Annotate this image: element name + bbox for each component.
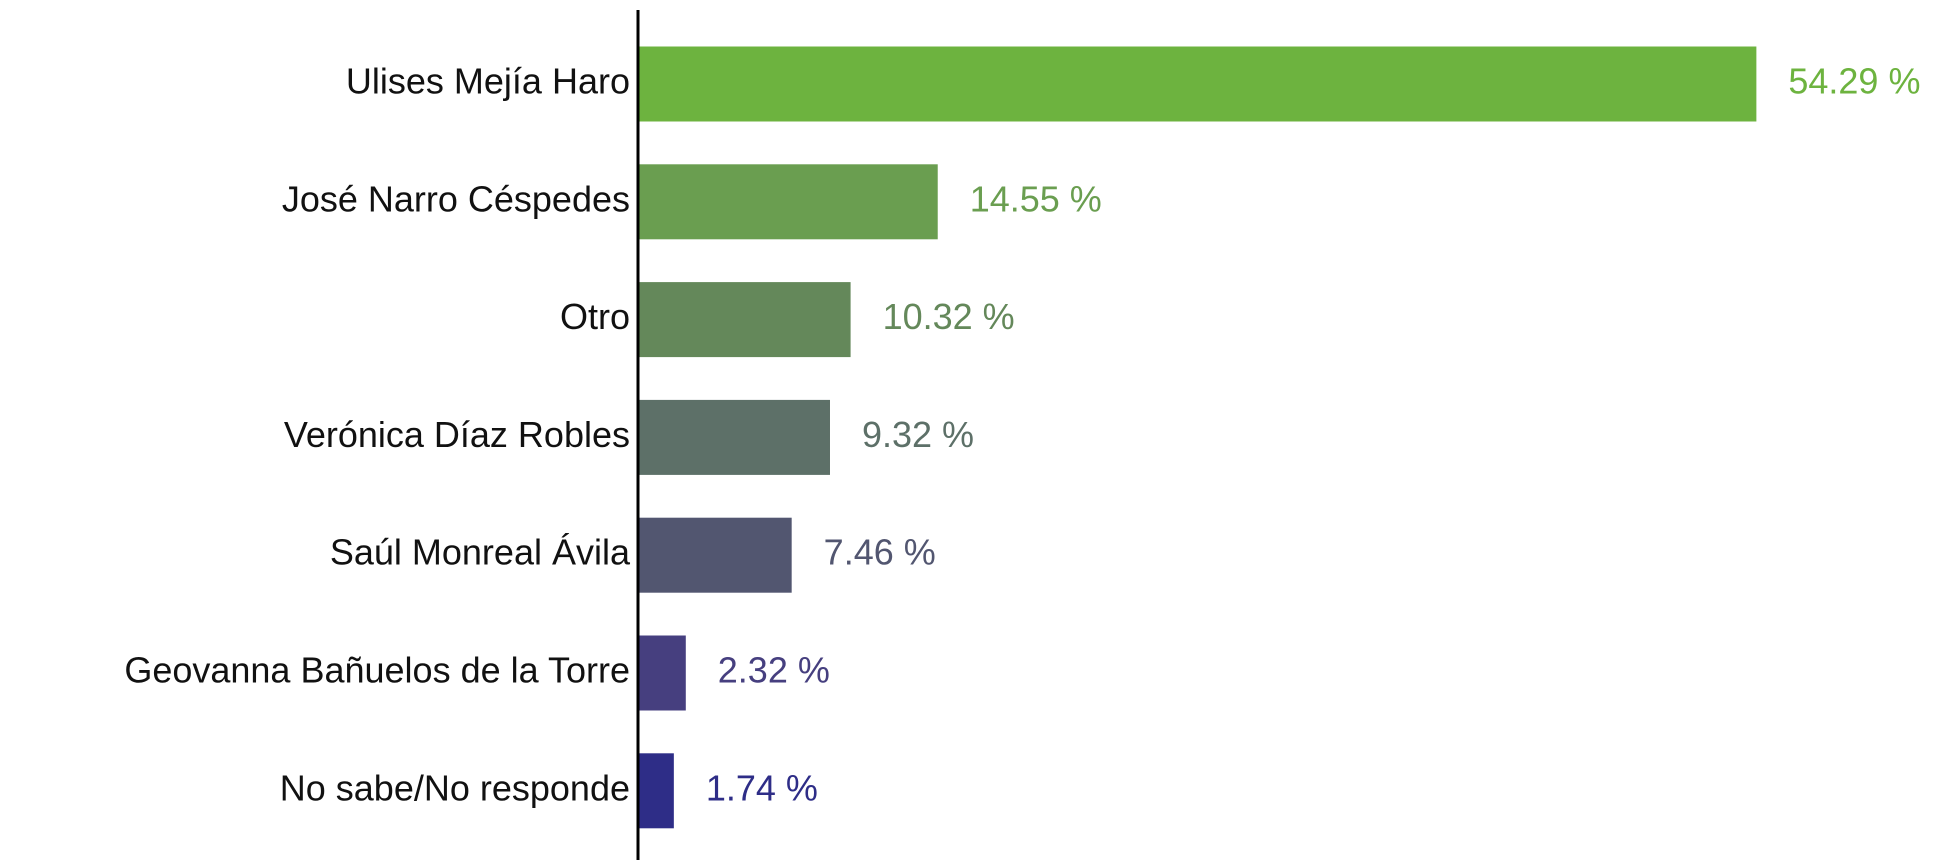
- value-label: 54.29 %: [1788, 61, 1920, 102]
- bar: [638, 399, 830, 475]
- value-label: 10.32 %: [883, 296, 1015, 337]
- value-label: 1.74 %: [706, 767, 818, 808]
- value-label: 7.46 %: [824, 532, 936, 573]
- category-label: Otro: [560, 296, 630, 337]
- bar: [638, 46, 1757, 122]
- bar: [638, 517, 792, 593]
- bar: [638, 164, 938, 240]
- value-label: 9.32 %: [862, 414, 974, 455]
- bar: [638, 753, 674, 829]
- value-label: 14.55 %: [970, 178, 1102, 219]
- value-label: 2.32 %: [718, 650, 830, 691]
- category-label: José Narro Céspedes: [282, 178, 630, 219]
- category-label: Verónica Díaz Robles: [284, 414, 630, 455]
- bar: [638, 635, 686, 711]
- category-label: Saúl Monreal Ávila: [330, 532, 631, 573]
- category-label: No sabe/No responde: [280, 767, 630, 808]
- category-label: Geovanna Bañuelos de la Torre: [124, 650, 630, 691]
- category-label: Ulises Mejía Haro: [346, 61, 630, 102]
- bar: [638, 282, 851, 358]
